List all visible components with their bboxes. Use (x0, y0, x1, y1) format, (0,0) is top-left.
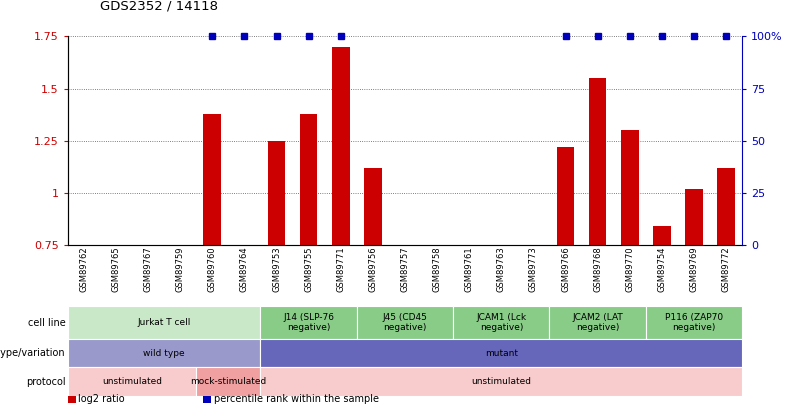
Text: GDS2352 / 14118: GDS2352 / 14118 (100, 0, 218, 12)
Text: JCAM2 (LAT
negative): JCAM2 (LAT negative) (572, 313, 623, 333)
Text: protocol: protocol (26, 377, 65, 386)
Text: mock-stimulated: mock-stimulated (190, 377, 267, 386)
Bar (589, 78, 606, 245)
Text: JCAM1 (Lck
negative): JCAM1 (Lck negative) (476, 313, 527, 333)
Bar (267, 141, 286, 245)
Bar (621, 130, 638, 245)
Bar (203, 114, 221, 245)
Bar (685, 189, 703, 245)
Bar (332, 47, 350, 245)
Text: genotype/variation: genotype/variation (0, 348, 65, 358)
Text: cell line: cell line (28, 318, 65, 328)
Text: mutant: mutant (485, 349, 518, 358)
Text: J45 (CD45
negative): J45 (CD45 negative) (382, 313, 428, 333)
Bar (364, 168, 381, 245)
Text: Jurkat T cell: Jurkat T cell (137, 318, 191, 327)
Text: percentile rank within the sample: percentile rank within the sample (214, 394, 379, 404)
Text: wild type: wild type (144, 349, 185, 358)
Bar (300, 114, 318, 245)
Text: log2 ratio: log2 ratio (78, 394, 124, 404)
Bar (653, 226, 670, 245)
Text: unstimulated: unstimulated (102, 377, 162, 386)
Text: J14 (SLP-76
negative): J14 (SLP-76 negative) (283, 313, 334, 333)
Text: P116 (ZAP70
negative): P116 (ZAP70 negative) (665, 313, 723, 333)
Text: unstimulated: unstimulated (472, 377, 531, 386)
Bar (557, 147, 575, 245)
Bar (717, 168, 735, 245)
